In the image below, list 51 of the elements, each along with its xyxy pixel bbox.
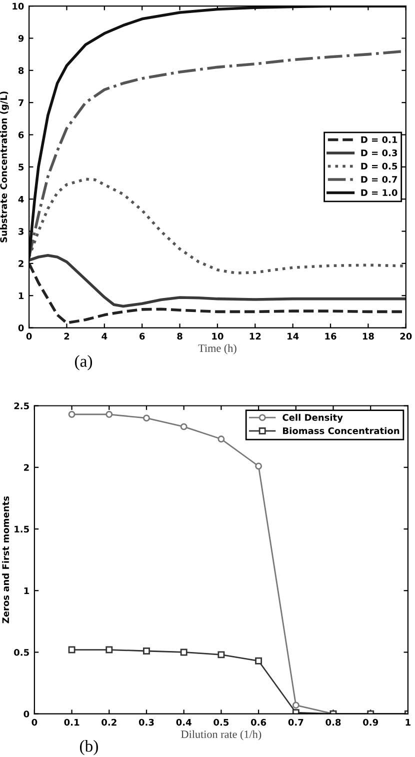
x-tick-label: 0.7 <box>288 718 304 726</box>
x-tick-label: 14 <box>288 332 299 340</box>
x-tick-label: 0.2 <box>102 718 116 726</box>
x-tick-label: 0.6 <box>250 718 266 726</box>
y-tick-label: 1 <box>24 587 29 594</box>
legend-label: D = 0.7 <box>361 176 398 183</box>
y-tick-label: 0 <box>18 324 24 332</box>
text: (a) <box>75 355 92 370</box>
x-tick-label: 8 <box>177 332 182 340</box>
x-tick-label: 16 <box>325 332 336 340</box>
y-tick-label: 0 <box>24 710 30 718</box>
y-tick-label: 2 <box>24 464 29 471</box>
x-tick-label: 2 <box>64 332 70 340</box>
x-tick-label: 0.8 <box>326 718 341 726</box>
y-tick-label: 2.5 <box>14 402 29 410</box>
y-tick-label: 1 <box>18 292 24 300</box>
x-tick-label: 4 <box>102 332 108 340</box>
text: (b) <box>80 740 98 756</box>
x-tick-label: 0.1 <box>64 718 80 726</box>
x-tick-label: 0.9 <box>363 718 378 726</box>
legend-label: D = 0.5 <box>361 162 398 170</box>
x-tick-label: 1 <box>406 718 410 726</box>
y-tick-label: 9 <box>18 34 24 42</box>
x-tick-label: 0.5 <box>214 718 229 726</box>
x-tick-label: 12 <box>250 332 261 340</box>
y-tick-label: 5 <box>18 164 24 170</box>
legend-label: Biomass Concentration <box>283 427 400 434</box>
y-tick-label: 4 <box>18 196 24 203</box>
y-axis-title: Substrate Concentration (g/L) <box>0 92 9 242</box>
y-tick-label: 3 <box>18 228 24 235</box>
y-axis-title: Zeros and First moments <box>2 496 10 624</box>
x-tick-label: 0.4 <box>176 718 192 726</box>
y-tick-label: 8 <box>18 67 24 74</box>
x-tick-label: 10 <box>212 332 224 340</box>
x-tick-label: 18 <box>362 332 374 340</box>
y-tick-label: 10 <box>12 2 24 10</box>
legend-label: D = 0.3 <box>361 149 398 156</box>
x-tick-label: 6 <box>140 332 145 340</box>
y-tick-label: 6 <box>18 131 24 138</box>
y-tick-label: 7 <box>18 99 24 106</box>
y-tick-label: 1.5 <box>14 526 29 533</box>
x-tick-label: 20 <box>400 332 412 340</box>
x-tick-label: 0.3 <box>138 718 154 726</box>
legend-label: D = 1.0 <box>361 189 398 196</box>
y-tick-label: 2 <box>18 260 24 267</box>
legend-label: Cell Density <box>282 414 343 423</box>
y-tick-label: 0.5 <box>14 648 29 656</box>
legend-label: D = 0.1 <box>361 136 398 144</box>
x-axis-title: Dilution rate (1/h) <box>181 730 262 740</box>
x-tick-label: 0 <box>32 718 38 726</box>
x-axis-title: Time (h) <box>198 344 236 354</box>
